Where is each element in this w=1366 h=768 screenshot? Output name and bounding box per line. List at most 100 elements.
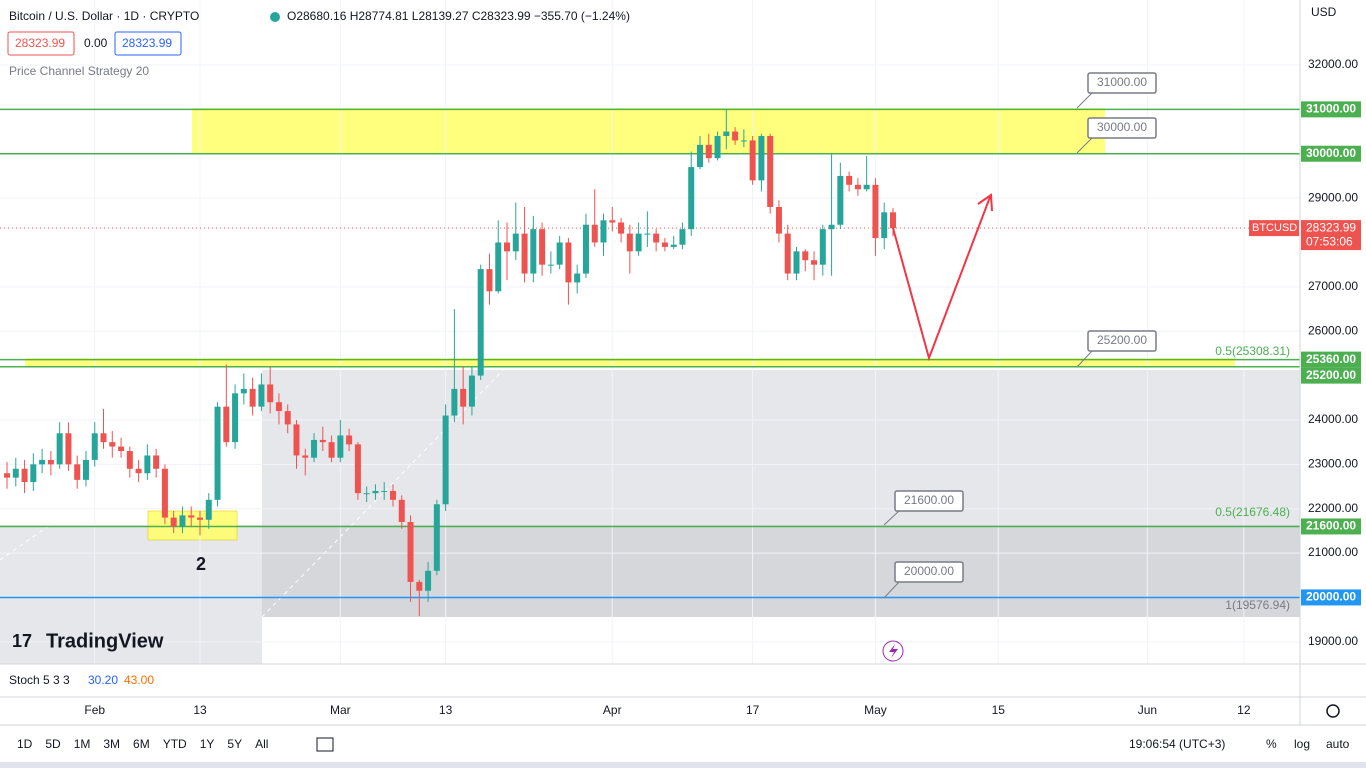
callout-line (883, 581, 900, 599)
candle-body (258, 384, 265, 407)
level-label: 25360.00 (1306, 352, 1356, 366)
candle-body (477, 269, 484, 376)
fib-zone (262, 525, 1300, 617)
fib-label: 0.5(21676.48) (1215, 505, 1290, 519)
candle-body (398, 499, 405, 523)
bid-box[interactable] (7, 31, 75, 56)
logo-icon: 17 (12, 631, 32, 651)
projection-arrow (892, 193, 993, 362)
candle-body (47, 459, 54, 465)
y-tick-label: 24000.00 (1308, 412, 1358, 426)
callout-line (1076, 137, 1093, 154)
spread: 0.00 (84, 36, 108, 50)
candle-body (12, 468, 19, 478)
level-label-box (1301, 367, 1361, 384)
candle-body (635, 233, 642, 252)
range-button[interactable]: 1M (74, 737, 91, 751)
level-label-box (1301, 145, 1361, 162)
range-button[interactable]: 1D (17, 737, 33, 751)
candle-body (126, 451, 133, 469)
stoch-d: 43.00 (124, 673, 154, 687)
range-button[interactable]: 1Y (200, 737, 215, 751)
candle-body (819, 229, 826, 265)
candle-body (846, 175, 853, 185)
candle-body (460, 388, 467, 407)
candle-body (854, 184, 861, 190)
x-tick-label: Mar (330, 703, 351, 717)
level-label: 25200.00 (1306, 368, 1356, 382)
ask-box[interactable] (114, 31, 182, 56)
candle-body (740, 140, 747, 142)
candle-body (354, 444, 361, 494)
callout-box (1087, 117, 1157, 139)
range-button[interactable]: All (255, 737, 268, 751)
event-icon-bolt (889, 644, 898, 658)
percent-toggle[interactable]: % (1266, 737, 1277, 751)
fib-zone (0, 525, 262, 664)
candle-body (732, 131, 739, 141)
candle-body (495, 242, 502, 292)
y-tick-label: 23000.00 (1308, 457, 1358, 471)
logo: TradingView (46, 630, 164, 652)
candle-body (407, 522, 414, 582)
candle-body (311, 439, 318, 458)
candle-body (249, 388, 256, 407)
candle-body (205, 499, 212, 520)
candle-body (723, 131, 730, 136)
candle-body (56, 433, 63, 465)
candle-body (188, 515, 195, 518)
range-button[interactable]: 5Y (227, 737, 242, 751)
candle-body (775, 206, 782, 234)
y-tick-label: 19000.00 (1308, 634, 1358, 648)
range-button[interactable]: YTD (163, 737, 187, 751)
candle-body (670, 244, 677, 247)
date-range-icon[interactable] (316, 737, 334, 752)
bottom-strip (0, 762, 1366, 768)
candle-body (697, 144, 703, 168)
stoch-k: 30.20 (88, 673, 118, 687)
candle-body (328, 442, 335, 458)
bid: 28323.99 (15, 36, 65, 50)
candle-body (302, 455, 309, 458)
candle-body (267, 384, 274, 403)
candle-body (530, 229, 537, 274)
candle-body (811, 260, 818, 265)
level-label-box (1301, 589, 1361, 606)
currency[interactable]: USD (1311, 5, 1337, 19)
level-label: 21600.00 (1306, 519, 1356, 533)
fib-trend (0, 524, 51, 561)
range-button[interactable]: 6M (133, 737, 150, 751)
fib-label: 0.5(25308.31) (1215, 344, 1290, 358)
settings-icon[interactable] (1326, 704, 1340, 718)
candle-body (802, 251, 809, 261)
candle-body (468, 375, 475, 407)
range-button[interactable]: 3M (103, 737, 120, 751)
candle-body (135, 468, 142, 474)
candle-body (74, 464, 81, 480)
candle-body (679, 229, 686, 245)
candle-body (30, 464, 37, 483)
candle-body (565, 242, 572, 283)
log-toggle[interactable]: log (1294, 737, 1310, 751)
candle-body (425, 570, 432, 591)
candle-body (240, 388, 247, 394)
callout-box (894, 561, 964, 583)
candle-body (363, 493, 370, 495)
candle-body (451, 388, 458, 416)
candle-body (618, 222, 625, 234)
auto-toggle[interactable]: auto (1326, 737, 1350, 751)
candle-body (600, 220, 607, 243)
candle-body (214, 406, 221, 500)
candle-body (539, 229, 546, 265)
x-tick-label: 12 (1237, 703, 1251, 717)
candle-body (749, 140, 756, 181)
candle-body (82, 459, 89, 480)
callout-text: 20000.00 (904, 564, 954, 578)
callout-box (1087, 330, 1157, 352)
candle-body (346, 435, 353, 445)
zone (25, 358, 1235, 367)
candle-body (521, 233, 528, 274)
candle-body (170, 517, 177, 527)
range-button[interactable]: 5D (45, 737, 61, 751)
